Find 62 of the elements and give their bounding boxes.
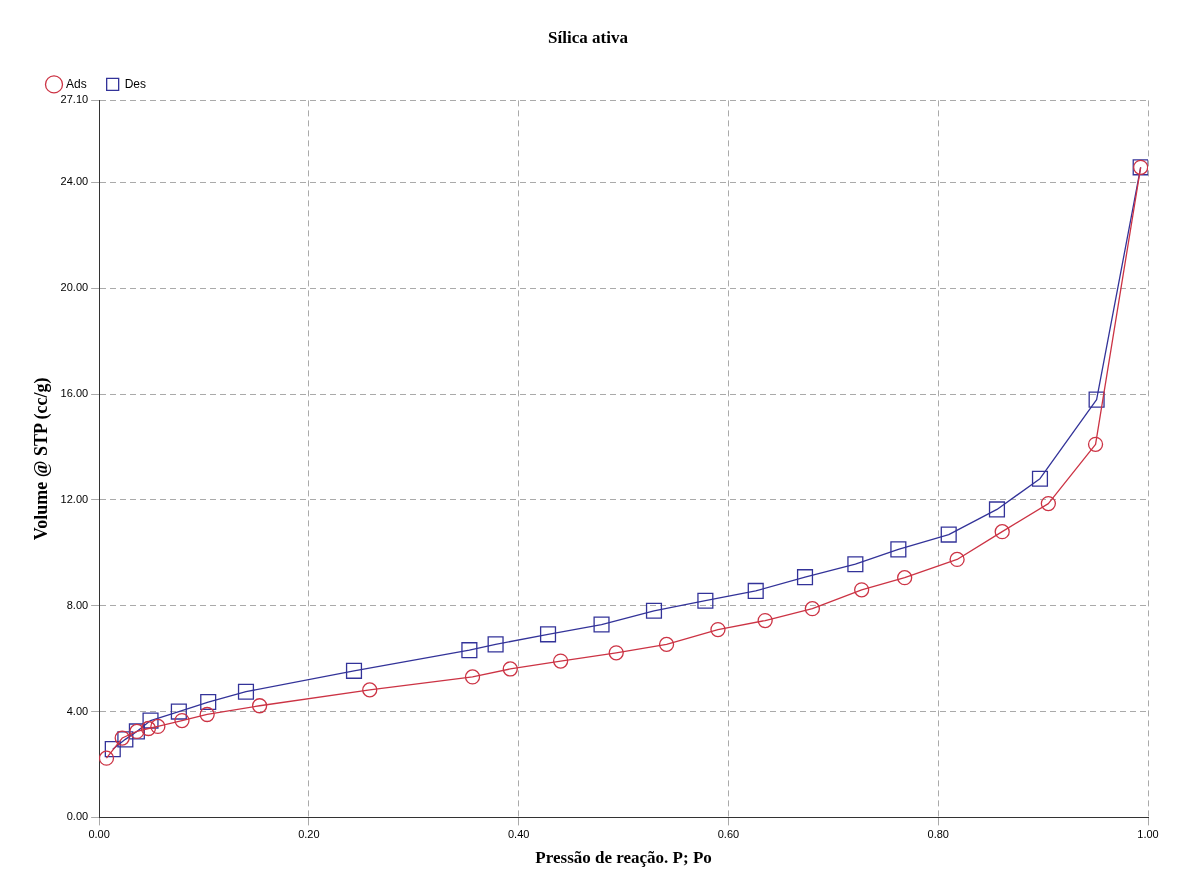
point (552, 653, 569, 669)
point (847, 556, 864, 573)
y-tick-label: 20.00 (60, 281, 89, 294)
point (890, 541, 907, 558)
y-axis-title: Volume @ STP (cc/g) (31, 377, 53, 541)
point (104, 741, 121, 758)
legend-label: Ads (66, 76, 87, 91)
x-tick-label: 0.60 (717, 828, 740, 841)
point (1031, 470, 1049, 487)
point (994, 524, 1010, 540)
point (1088, 391, 1105, 408)
point (114, 730, 130, 746)
y-tick-label: 12.00 (60, 492, 89, 505)
x-tick-label: 0.80 (927, 828, 949, 841)
point (747, 582, 764, 599)
point (940, 526, 957, 543)
point (237, 683, 255, 700)
point (697, 592, 714, 609)
legend-label: Des (124, 76, 147, 91)
point (1087, 436, 1104, 452)
point (200, 693, 217, 711)
point (99, 750, 115, 766)
point (710, 621, 726, 638)
point (854, 582, 870, 598)
x-tick-label: 0.20 (298, 828, 320, 841)
point (1040, 495, 1057, 512)
point (170, 703, 187, 720)
point (461, 642, 478, 659)
point (117, 731, 134, 748)
point (949, 551, 965, 568)
point (362, 682, 378, 698)
point (804, 601, 821, 617)
x-tick-label: 0.40 (507, 828, 530, 841)
y-tick-label: 24.00 (60, 175, 89, 188)
point (988, 501, 1006, 518)
point (539, 626, 557, 643)
x-tick-label: 1.00 (1137, 828, 1159, 841)
point (658, 636, 675, 653)
point (199, 706, 215, 723)
point (645, 602, 663, 619)
point (464, 669, 481, 685)
point (593, 616, 610, 633)
y-tick-label: 4.00 (66, 704, 89, 717)
point (757, 612, 773, 629)
point (150, 718, 166, 735)
point (142, 712, 159, 729)
point (251, 698, 268, 714)
point (502, 661, 518, 677)
y-tick-label: 16.00 (60, 387, 89, 400)
point (796, 569, 814, 586)
y-tick-label: 8.00 (66, 598, 89, 611)
point (487, 636, 504, 653)
point (608, 645, 624, 661)
point (345, 662, 363, 679)
y-tick-label: 27.10 (60, 93, 89, 106)
chart-title: Sílica ativa (548, 27, 629, 47)
point (174, 712, 190, 729)
point (897, 570, 913, 586)
point (140, 720, 157, 737)
x-axis-title: Pressão de reação. P; Po (535, 848, 712, 868)
x-tick-label: 0.00 (88, 828, 110, 841)
y-tick-label: 0.00 (66, 810, 89, 823)
